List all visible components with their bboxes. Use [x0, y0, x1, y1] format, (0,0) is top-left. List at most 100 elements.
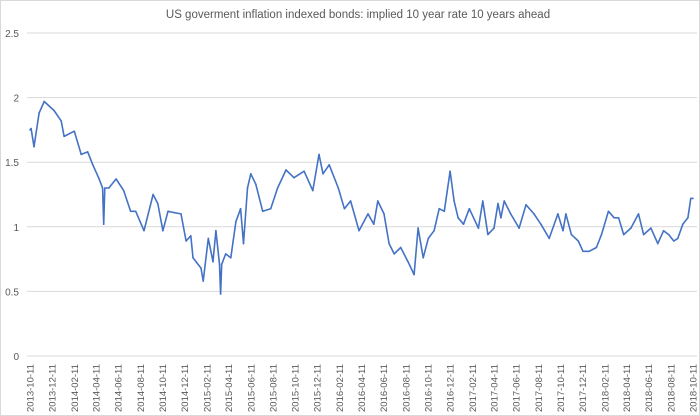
- data-point: [246, 187, 249, 189]
- data-point: [617, 216, 620, 219]
- x-tick-label: 2018-04-11: [622, 364, 633, 412]
- data-point: [185, 240, 187, 242]
- y-tick-label: 2.5: [5, 29, 19, 40]
- x-tick-label: 2017-10-11: [556, 364, 567, 412]
- data-point: [570, 233, 573, 236]
- data-point: [312, 189, 314, 192]
- data-point: [239, 207, 242, 210]
- x-tick-label: 2015-10-11: [291, 364, 302, 412]
- data-point: [157, 202, 159, 205]
- data-point: [399, 246, 402, 249]
- data-point: [192, 257, 194, 259]
- data-point: [417, 227, 419, 229]
- data-point: [180, 213, 182, 215]
- data-point: [377, 200, 379, 202]
- data-point: [588, 250, 590, 253]
- data-point: [503, 200, 505, 202]
- data-point: [224, 253, 227, 255]
- x-tick-label: 2015-12-11: [313, 364, 324, 412]
- data-point: [242, 242, 245, 245]
- data-point: [642, 233, 645, 236]
- data-point: [63, 135, 65, 138]
- data-point: [427, 237, 430, 240]
- data-point: [53, 109, 55, 112]
- data-point: [349, 200, 352, 202]
- data-point: [637, 213, 640, 215]
- data-point: [540, 223, 542, 226]
- data-point: [134, 210, 137, 213]
- data-point: [190, 235, 192, 237]
- data-point: [60, 120, 63, 122]
- y-tick-label: 1: [13, 223, 19, 234]
- x-tick-label: 2014-08-11: [136, 364, 147, 412]
- x-tick-label: 2018-02-11: [601, 364, 612, 412]
- data-point: [101, 187, 104, 189]
- data-point: [692, 197, 694, 200]
- data-point: [80, 153, 82, 156]
- data-point: [438, 207, 441, 210]
- data-point: [622, 233, 625, 236]
- data-point: [318, 153, 320, 156]
- data-point: [497, 202, 499, 205]
- x-tick-label: 2018-08-11: [666, 364, 677, 412]
- data-point: [676, 237, 679, 240]
- data-point: [261, 210, 264, 213]
- data-point: [219, 293, 222, 295]
- data-point: [276, 187, 279, 189]
- data-point: [383, 213, 385, 215]
- data-point: [285, 169, 287, 171]
- data-point: [322, 173, 324, 175]
- x-tick-label: 2017-06-11: [512, 364, 523, 412]
- x-tick-label: 2016-08-11: [401, 364, 412, 412]
- data-point: [600, 233, 603, 236]
- data-point: [30, 127, 32, 130]
- data-point: [481, 200, 484, 202]
- data-point: [672, 240, 675, 242]
- x-tick-label: 2016-04-11: [357, 364, 368, 412]
- x-tick-label: 2017-02-11: [468, 364, 479, 412]
- data-point: [143, 229, 145, 232]
- data-point: [687, 216, 689, 219]
- data-point: [533, 213, 535, 215]
- data-point: [29, 129, 31, 131]
- data-point: [595, 246, 598, 249]
- data-point: [388, 242, 390, 245]
- data-point: [152, 193, 154, 196]
- data-point: [500, 216, 502, 219]
- x-tick-label: 2014-10-11: [158, 364, 169, 412]
- data-point: [358, 229, 360, 232]
- x-tick-label: 2014-12-11: [180, 364, 191, 412]
- x-tick-label: 2017-12-11: [578, 364, 589, 412]
- data-point: [630, 227, 632, 229]
- x-tick-label: 2013-10-11: [26, 364, 37, 412]
- x-tick-label: 2015-06-11: [246, 364, 257, 412]
- chart-title: US goverment inflation indexed bonds: im…: [166, 9, 550, 21]
- data-point: [33, 145, 35, 148]
- data-point: [129, 210, 132, 213]
- data-point: [328, 163, 330, 166]
- y-tick-label: 0.5: [5, 287, 19, 298]
- data-point: [97, 176, 100, 179]
- data-point: [293, 176, 295, 179]
- data-point: [656, 242, 659, 245]
- data-point: [433, 229, 435, 232]
- data-point: [43, 100, 45, 103]
- data-point: [102, 223, 105, 226]
- data-point: [667, 233, 670, 236]
- data-point: [518, 227, 520, 229]
- data-point: [557, 213, 559, 215]
- data-point: [229, 257, 232, 259]
- data-point: [86, 151, 89, 153]
- x-tick-label: 2013-12-11: [48, 364, 59, 412]
- data-point: [212, 260, 214, 263]
- data-point: [487, 233, 489, 236]
- x-tick-label: 2014-04-11: [92, 364, 103, 412]
- data-point: [662, 229, 665, 232]
- data-point: [548, 237, 551, 240]
- data-point: [493, 227, 495, 229]
- data-point: [122, 189, 125, 192]
- data-point: [200, 267, 202, 269]
- data-point: [443, 210, 446, 213]
